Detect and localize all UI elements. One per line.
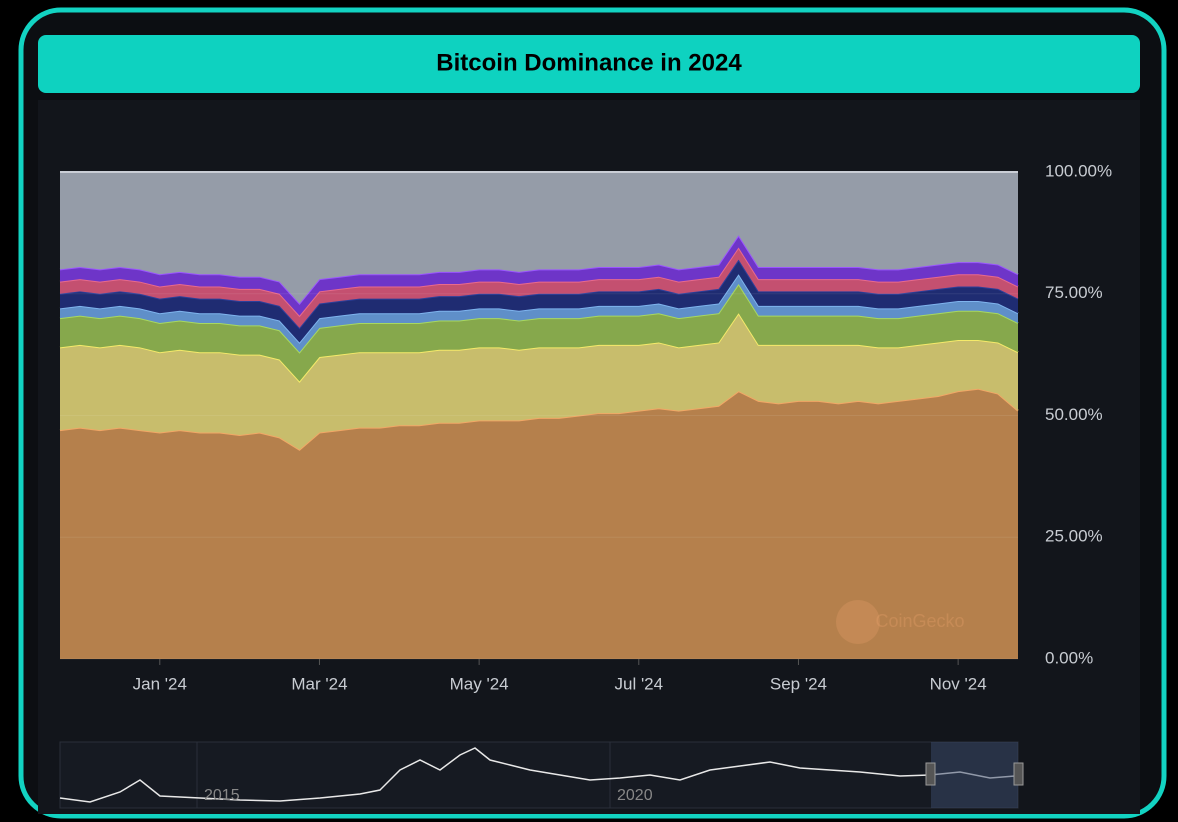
navigator-box — [59, 741, 1019, 809]
x-tick-label: Mar '24 — [291, 674, 347, 693]
area — [60, 313, 1018, 450]
chart-title: Bitcoin Dominance in 2024 — [436, 49, 742, 76]
x-tick-label: Jan '24 — [133, 674, 187, 693]
x-tick-label: Sep '24 — [770, 674, 827, 693]
y-tick-label: 100.00% — [1045, 161, 1112, 180]
y-tick-label: 75.00% — [1045, 283, 1103, 302]
area — [60, 259, 1018, 343]
y-tick-label: 50.00% — [1045, 405, 1103, 424]
navigator-handle[interactable] — [925, 762, 936, 786]
navigator-line — [59, 747, 1016, 803]
navigator-label: 2015 — [204, 787, 240, 804]
watermark: CoinGecko — [875, 611, 964, 631]
area — [60, 284, 1018, 382]
area — [60, 172, 1018, 304]
watermark-logo — [836, 600, 880, 644]
x-tick-label: Nov '24 — [930, 674, 987, 693]
title-bar — [38, 35, 1140, 93]
y-tick-label: 0.00% — [1045, 648, 1093, 667]
area — [60, 274, 1018, 353]
y-tick-label: 25.00% — [1045, 527, 1103, 546]
navigator-label: 2020 — [617, 787, 653, 804]
plot: 0.00% 25.00% 50.00% 75.00% 100.00% Jan '24 Mar… — [59, 161, 1112, 693]
area — [60, 247, 1018, 328]
navigator-handle[interactable] — [1013, 762, 1024, 786]
area — [60, 235, 1018, 316]
x-tick-label: Jul '24 — [614, 674, 663, 693]
navigator: 2015 2020 — [59, 741, 1024, 809]
x-tick-label: May '24 — [450, 674, 509, 693]
navigator-selection[interactable] — [931, 742, 1018, 808]
area — [60, 388, 1018, 659]
